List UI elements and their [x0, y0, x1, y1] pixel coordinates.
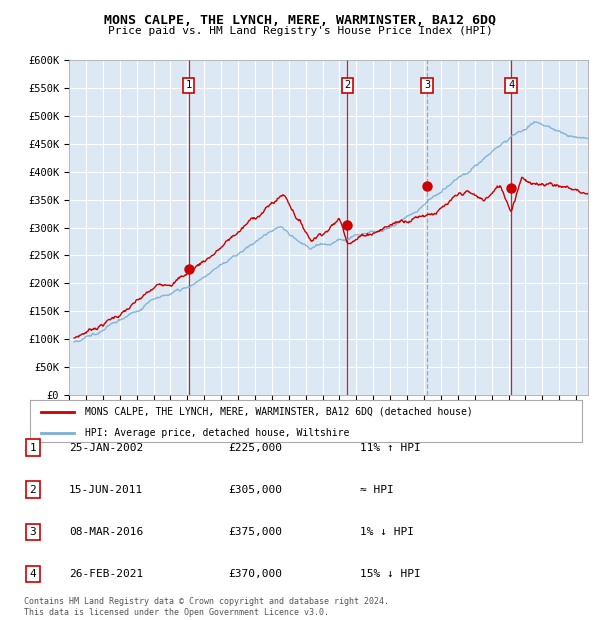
Text: 15% ↓ HPI: 15% ↓ HPI [360, 569, 421, 579]
Text: 08-MAR-2016: 08-MAR-2016 [69, 527, 143, 537]
Text: 15-JUN-2011: 15-JUN-2011 [69, 485, 143, 495]
Text: £370,000: £370,000 [228, 569, 282, 579]
Text: £305,000: £305,000 [228, 485, 282, 495]
Text: Contains HM Land Registry data © Crown copyright and database right 2024.
This d: Contains HM Land Registry data © Crown c… [24, 598, 389, 617]
Text: MONS CALPE, THE LYNCH, MERE, WARMINSTER, BA12 6DQ (detached house): MONS CALPE, THE LYNCH, MERE, WARMINSTER,… [85, 407, 473, 417]
Text: 25-JAN-2002: 25-JAN-2002 [69, 443, 143, 453]
Text: 2: 2 [344, 80, 350, 91]
Text: 1: 1 [29, 443, 37, 453]
Text: 3: 3 [29, 527, 37, 537]
Text: 4: 4 [508, 80, 514, 91]
Text: Price paid vs. HM Land Registry's House Price Index (HPI): Price paid vs. HM Land Registry's House … [107, 26, 493, 36]
Text: 26-FEB-2021: 26-FEB-2021 [69, 569, 143, 579]
Text: £225,000: £225,000 [228, 443, 282, 453]
Text: 2: 2 [29, 485, 37, 495]
Text: £375,000: £375,000 [228, 527, 282, 537]
Text: 1: 1 [185, 80, 191, 91]
Text: ≈ HPI: ≈ HPI [360, 485, 394, 495]
Text: HPI: Average price, detached house, Wiltshire: HPI: Average price, detached house, Wilt… [85, 428, 350, 438]
Text: 4: 4 [29, 569, 37, 579]
Text: MONS CALPE, THE LYNCH, MERE, WARMINSTER, BA12 6DQ: MONS CALPE, THE LYNCH, MERE, WARMINSTER,… [104, 14, 496, 27]
Text: 1% ↓ HPI: 1% ↓ HPI [360, 527, 414, 537]
Text: 11% ↑ HPI: 11% ↑ HPI [360, 443, 421, 453]
Text: 3: 3 [424, 80, 430, 91]
